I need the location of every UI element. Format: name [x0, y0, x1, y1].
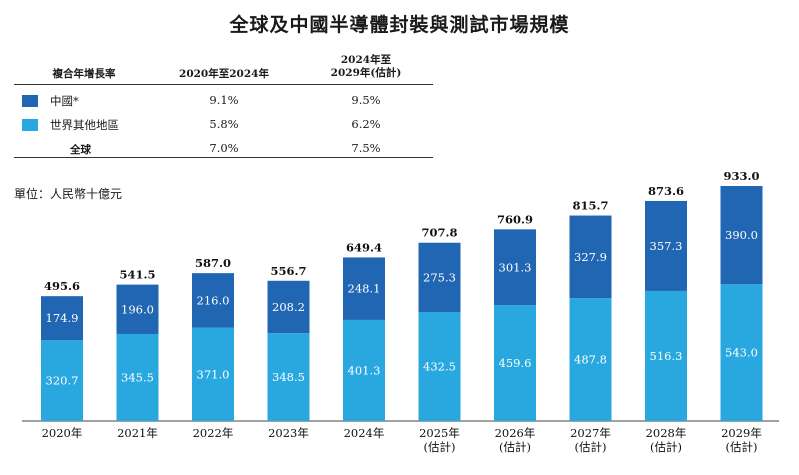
- bar-value-label: 348.5: [272, 370, 305, 384]
- cagr-row-label: 世界其他地區: [50, 118, 119, 132]
- x-tick-label: 2021年: [117, 426, 158, 440]
- bar-segment-china: [343, 257, 385, 320]
- bar-segment-rest-of-world: [494, 305, 536, 421]
- cagr-value: 5.8%: [209, 117, 239, 131]
- bar-total-label: 933.0: [723, 169, 759, 183]
- bar-value-label: 345.5: [121, 370, 154, 384]
- bar-value-label: 327.9: [574, 250, 607, 264]
- bar-segment-rest-of-world: [343, 319, 385, 421]
- chart-title: 全球及中國半導體封裝與測試市場規模: [229, 14, 570, 36]
- bar-segment-china: [41, 296, 83, 341]
- cagr-row-global: 全球 7.0% 7.5%: [14, 137, 433, 161]
- cagr-value: 7.5%: [351, 141, 381, 155]
- cagr-row-rest-of-world: 世界其他地區 5.8% 6.2%: [14, 113, 433, 137]
- cagr-row-label: 中國*: [50, 94, 79, 108]
- cagr-table-header: 複合年增長率 2020年至2024年 2024年至 2029年(估計): [14, 52, 433, 85]
- bar-segment-rest-of-world: [645, 290, 687, 421]
- bar-segment-rest-of-world: [41, 340, 83, 421]
- bar-segment-china: [645, 200, 687, 291]
- bar-segment-rest-of-world: [569, 298, 612, 421]
- bar-value-label: 248.1: [348, 282, 381, 296]
- cagr-header-period-2: 2024年至 2029年(估計): [299, 54, 433, 80]
- x-tick-label: 2025年: [419, 426, 460, 440]
- bar-total-label: 760.9: [497, 212, 533, 226]
- bar-value-label: 459.6: [499, 356, 532, 370]
- rest-of-world-legend-swatch: [22, 119, 38, 131]
- x-tick-label: 2020年: [42, 426, 83, 440]
- x-tick-label: 2029年: [721, 426, 762, 440]
- bar-value-label: 301.3: [499, 260, 532, 274]
- bar-value-label: 543.0: [725, 346, 758, 360]
- cagr-row-label: 全球: [70, 144, 91, 156]
- cagr-header-period-2-line2: 2029年(估計): [330, 67, 402, 79]
- x-tick-label: (估計): [650, 440, 682, 454]
- bar-value-label: 174.9: [46, 311, 79, 325]
- bar-value-label: 208.2: [272, 300, 305, 314]
- unit-label: 單位：人民幣十億元: [14, 187, 123, 201]
- x-tick-label: (估計): [575, 440, 607, 454]
- cagr-header-period-2-line1: 2024年至: [340, 54, 392, 66]
- bar-segment-china: [192, 273, 234, 328]
- china-legend-swatch: [22, 95, 38, 107]
- x-tick-label: 2027年: [570, 426, 611, 440]
- cagr-row-china: 中國* 9.1% 9.5%: [14, 89, 433, 113]
- bar-segment-china: [569, 215, 612, 299]
- x-tick-label: 2028年: [646, 426, 687, 440]
- x-tick-label: 2022年: [193, 426, 234, 440]
- bar-value-label: 357.3: [650, 239, 683, 253]
- bar-segment-rest-of-world: [720, 284, 763, 421]
- cagr-value: 6.2%: [351, 117, 381, 131]
- bar-total-label: 541.5: [119, 268, 155, 282]
- bar-total-label: 649.4: [346, 240, 382, 254]
- bar-value-label: 401.3: [348, 363, 381, 377]
- bar-total-label: 873.6: [648, 184, 684, 198]
- bar-segment-china: [418, 242, 461, 313]
- x-tick-label: (估計): [726, 440, 758, 454]
- x-tick-label: (估計): [424, 440, 456, 454]
- bar-segment-china: [116, 284, 159, 334]
- cagr-value: 7.0%: [209, 141, 239, 155]
- cagr-value: 9.5%: [351, 93, 381, 107]
- bar-segment-rest-of-world: [192, 327, 234, 421]
- bar-value-label: 390.0: [725, 228, 758, 242]
- x-tick-label: (估計): [499, 440, 531, 454]
- cagr-header-label: 複合年增長率: [52, 68, 116, 80]
- cagr-header-period-1: 2020年至2024年: [179, 68, 269, 80]
- bar-segment-china: [267, 280, 310, 334]
- bar-value-label: 516.3: [650, 349, 683, 363]
- cagr-table-bottom-rule: [14, 157, 433, 158]
- bar-segment-rest-of-world: [116, 333, 159, 421]
- bar-value-label: 432.5: [423, 360, 456, 374]
- bar-value-label: 216.0: [197, 293, 230, 307]
- bar-total-label: 556.7: [270, 264, 306, 278]
- bar-value-label: 487.8: [574, 353, 607, 367]
- bar-total-label: 707.8: [421, 226, 457, 240]
- bar-segment-rest-of-world: [418, 312, 461, 421]
- bar-total-label: 815.7: [572, 199, 608, 213]
- x-tick-label: 2024年: [344, 426, 385, 440]
- bar-segment-china: [494, 229, 536, 306]
- x-tick-label: 2023年: [268, 426, 309, 440]
- bar-value-label: 196.0: [121, 302, 154, 316]
- bar-total-label: 495.6: [44, 279, 80, 293]
- x-tick-label: 2026年: [495, 426, 536, 440]
- bar-value-label: 320.7: [46, 374, 79, 388]
- bar-value-label: 371.0: [197, 367, 230, 381]
- bar-segment-china: [720, 186, 763, 285]
- bar-total-label: 587.0: [195, 256, 231, 270]
- bar-segment-rest-of-world: [267, 333, 310, 421]
- bar-value-label: 275.3: [423, 270, 456, 284]
- cagr-value: 9.1%: [209, 93, 239, 107]
